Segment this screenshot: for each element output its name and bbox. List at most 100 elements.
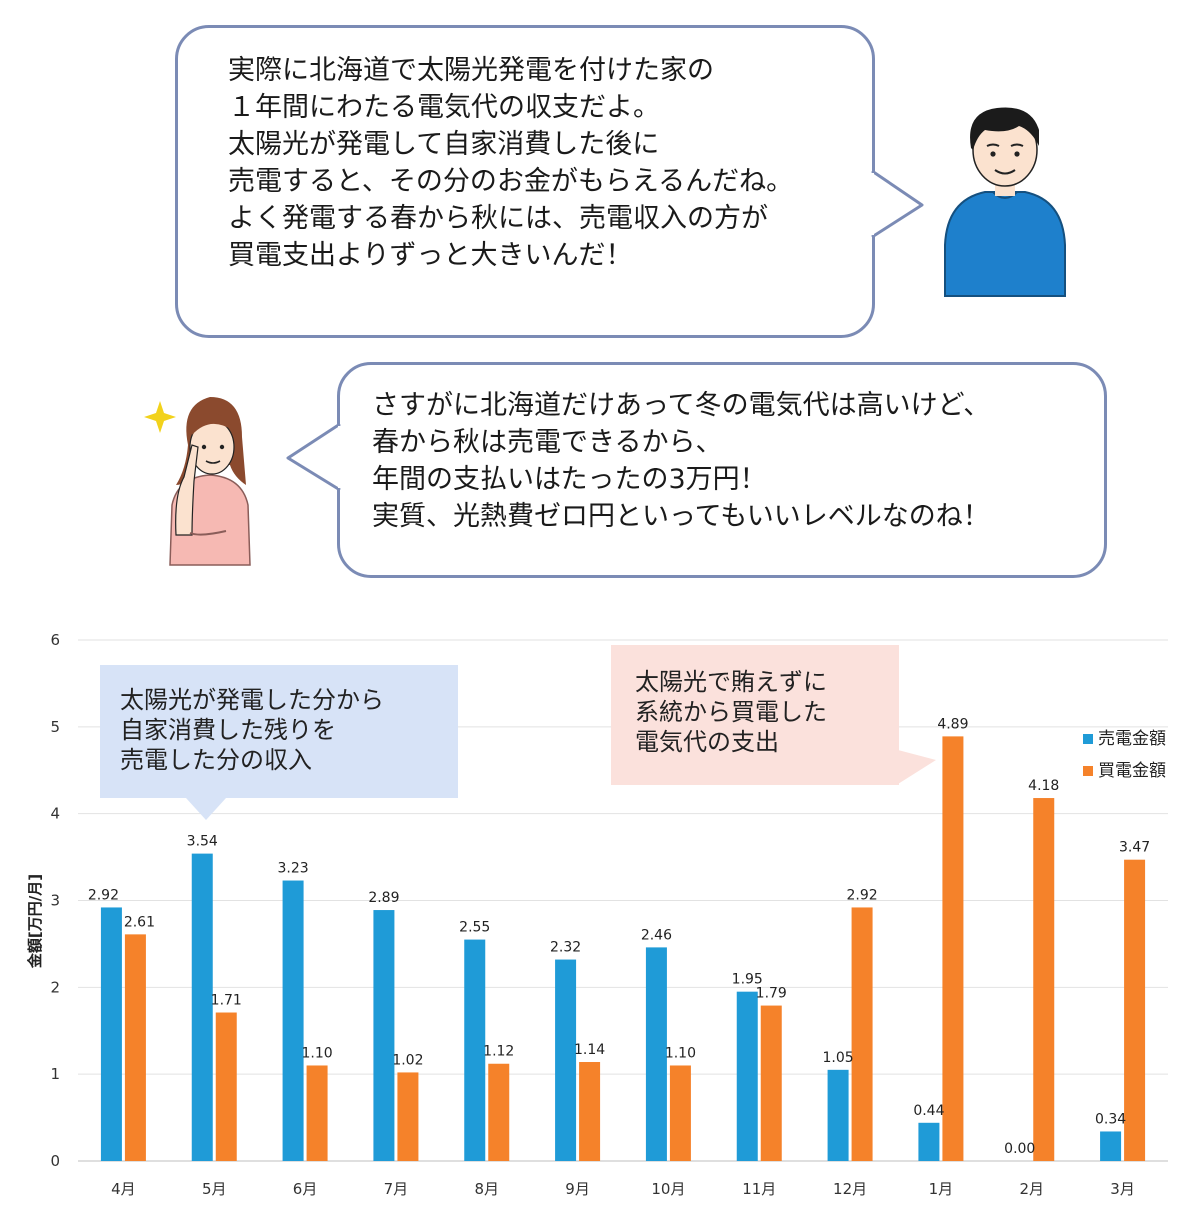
sell-bar	[736, 991, 758, 1161]
man-speech-bubble: 実際に北海道で太陽光発電を付けた家の １年間にわたる電気代の収支だよ。 太陽光が…	[175, 25, 875, 338]
woman-speech-line: さすがに北海道だけあって冬の電気代は高いけど、	[372, 390, 991, 421]
y-tick-label: 6	[50, 631, 60, 649]
legend-label-sell: 売電金額	[1098, 729, 1166, 749]
sell-data-label: 0.00	[1004, 1141, 1035, 1157]
y-tick-label: 0	[50, 1152, 60, 1170]
buy-bar	[851, 907, 873, 1161]
sell-callout-line: 自家消費した残りを	[120, 716, 336, 744]
sell-data-label: 1.05	[822, 1050, 853, 1066]
sell-bar	[827, 1069, 849, 1161]
buy-data-label: 1.12	[483, 1044, 514, 1060]
buy-bar	[579, 1062, 601, 1161]
buy-bar	[669, 1065, 691, 1161]
sell-callout-line: 売電した分の収入	[120, 746, 312, 774]
woman-speech-line: 春から秋は売電できるから、	[372, 427, 723, 458]
chart-bars	[100, 736, 1146, 1161]
buy-bar	[306, 1065, 328, 1161]
buy-bar	[942, 736, 964, 1161]
sell-income-callout: 太陽光が発電した分から 自家消費した残りを 売電した分の収入	[100, 665, 458, 798]
woman-bubble-tail	[286, 422, 344, 492]
sell-bar	[464, 939, 486, 1161]
buy-data-label: 1.10	[301, 1045, 332, 1061]
buy-callout-line: 太陽光で賄えずに	[635, 668, 827, 696]
sell-data-label: 2.89	[368, 890, 399, 906]
buy-data-label: 1.71	[211, 993, 242, 1009]
chart-data-labels: 2.92 2.61 3.54 1.71 3.23 1.10 2.89 1.02 2.55 1.12…	[88, 716, 1150, 1157]
sell-callout-tail	[186, 798, 226, 820]
man-speech-line: １年間にわたる電気代の収支だよ。	[228, 92, 660, 123]
electricity-balance-chart: 0 1 2 3 4 5 6 金額[万円/月] 2.92 2.61 3.54 1.71 3.23 1.1…	[26, 631, 1168, 1198]
man-speech-line: よく発電する春から秋には、売電収入の方が	[228, 203, 768, 234]
woman-speech-line: 実質、光熱費ゼロ円といってもいいレベルなのね！	[372, 501, 990, 532]
buy-data-label: 2.92	[846, 887, 877, 903]
woman-speech-line: 年間の支払いはたったの3万円！	[372, 464, 767, 495]
sell-bar	[1100, 1131, 1122, 1161]
buy-data-label: 3.47	[1119, 840, 1150, 856]
woman-illustration	[144, 397, 251, 566]
buy-data-label: 2.61	[124, 914, 155, 930]
buy-bar	[1033, 798, 1055, 1161]
y-tick-label: 4	[50, 805, 60, 823]
chart-legend: 売電金額 買電金額	[1083, 729, 1166, 781]
y-tick-label: 5	[50, 718, 60, 736]
man-speech-line: 実際に北海道で太陽光発電を付けた家の	[228, 55, 714, 86]
legend-label-buy: 買電金額	[1098, 761, 1166, 781]
x-tick-label: 4月	[111, 1180, 136, 1198]
sparkle-icon	[144, 401, 176, 433]
x-tick-label: 10月	[651, 1180, 685, 1198]
x-tick-label: 8月	[474, 1180, 499, 1198]
x-tick-label: 2月	[1019, 1180, 1044, 1198]
x-tick-label: 11月	[742, 1180, 776, 1198]
buy-bar	[397, 1072, 419, 1161]
man-speech-line: 売電すると、その分のお金がもらえるんだね。	[228, 166, 794, 197]
sell-bar	[555, 959, 577, 1161]
buy-expense-callout: 太陽光で賄えずに 系統から買電した 電気代の支出	[611, 645, 899, 785]
sell-data-label: 0.34	[1095, 1111, 1126, 1127]
buy-callout-line: 系統から買電した	[635, 698, 827, 726]
man-illustration	[944, 107, 1066, 297]
man-bubble-tail	[868, 169, 924, 239]
legend-swatch-buy	[1083, 766, 1093, 776]
buy-bar	[488, 1063, 510, 1161]
sell-data-label: 0.44	[913, 1103, 944, 1119]
sell-bar	[373, 910, 395, 1161]
sell-bar	[918, 1122, 940, 1161]
man-speech-line: 太陽光が発電して自家消費した後に	[228, 129, 660, 160]
man-speech-text: 実際に北海道で太陽光発電を付けた家の １年間にわたる電気代の収支だよ。 太陽光が…	[228, 52, 872, 274]
buy-bar	[760, 1005, 782, 1161]
x-axis-tick-labels: 4月 5月 6月 7月 8月 9月 10月 11月 12月 1月 2月 3月	[111, 1180, 1135, 1198]
x-tick-label: 7月	[384, 1180, 409, 1198]
buy-callout-line: 電気代の支出	[635, 728, 779, 756]
woman-speech-bubble: さすがに北海道だけあって冬の電気代は高いけど、 春から秋は売電できるから、 年間…	[337, 362, 1107, 578]
y-tick-label: 1	[50, 1065, 60, 1083]
buy-data-label: 4.89	[937, 716, 968, 732]
legend-swatch-sell	[1083, 734, 1093, 744]
x-tick-label: 3月	[1110, 1180, 1135, 1198]
buy-data-label: 4.18	[1028, 778, 1059, 794]
y-axis-tick-labels: 0 1 2 3 4 5 6	[50, 631, 60, 1170]
y-tick-label: 2	[50, 978, 60, 996]
x-tick-label: 9月	[565, 1180, 590, 1198]
buy-data-label: 1.79	[756, 986, 787, 1002]
sell-data-label: 2.32	[550, 940, 581, 956]
buy-bar	[1124, 859, 1146, 1161]
sell-data-label: 3.54	[187, 834, 218, 850]
sell-bar	[282, 880, 304, 1161]
sell-data-label: 2.55	[459, 920, 490, 936]
x-tick-label: 1月	[929, 1180, 954, 1198]
sell-bar	[191, 853, 213, 1161]
man-speech-line: 買電支出よりずっと大きいんだ！	[228, 240, 633, 271]
sell-data-label: 1.95	[732, 972, 763, 988]
buy-bar	[215, 1012, 237, 1161]
sell-bar	[100, 907, 122, 1161]
woman-speech-text: さすがに北海道だけあって冬の電気代は高いけど、 春から秋は売電できるから、 年間…	[372, 387, 1104, 535]
buy-bar	[124, 934, 146, 1161]
x-tick-label: 6月	[293, 1180, 318, 1198]
buy-data-label: 1.14	[574, 1042, 605, 1058]
buy-data-label: 1.02	[392, 1052, 423, 1068]
buy-data-label: 1.10	[665, 1045, 696, 1061]
y-axis-label: 金額[万円/月]	[26, 874, 44, 969]
sell-data-label: 2.92	[88, 887, 119, 903]
sell-bar	[645, 947, 667, 1161]
sell-data-label: 3.23	[277, 861, 308, 877]
